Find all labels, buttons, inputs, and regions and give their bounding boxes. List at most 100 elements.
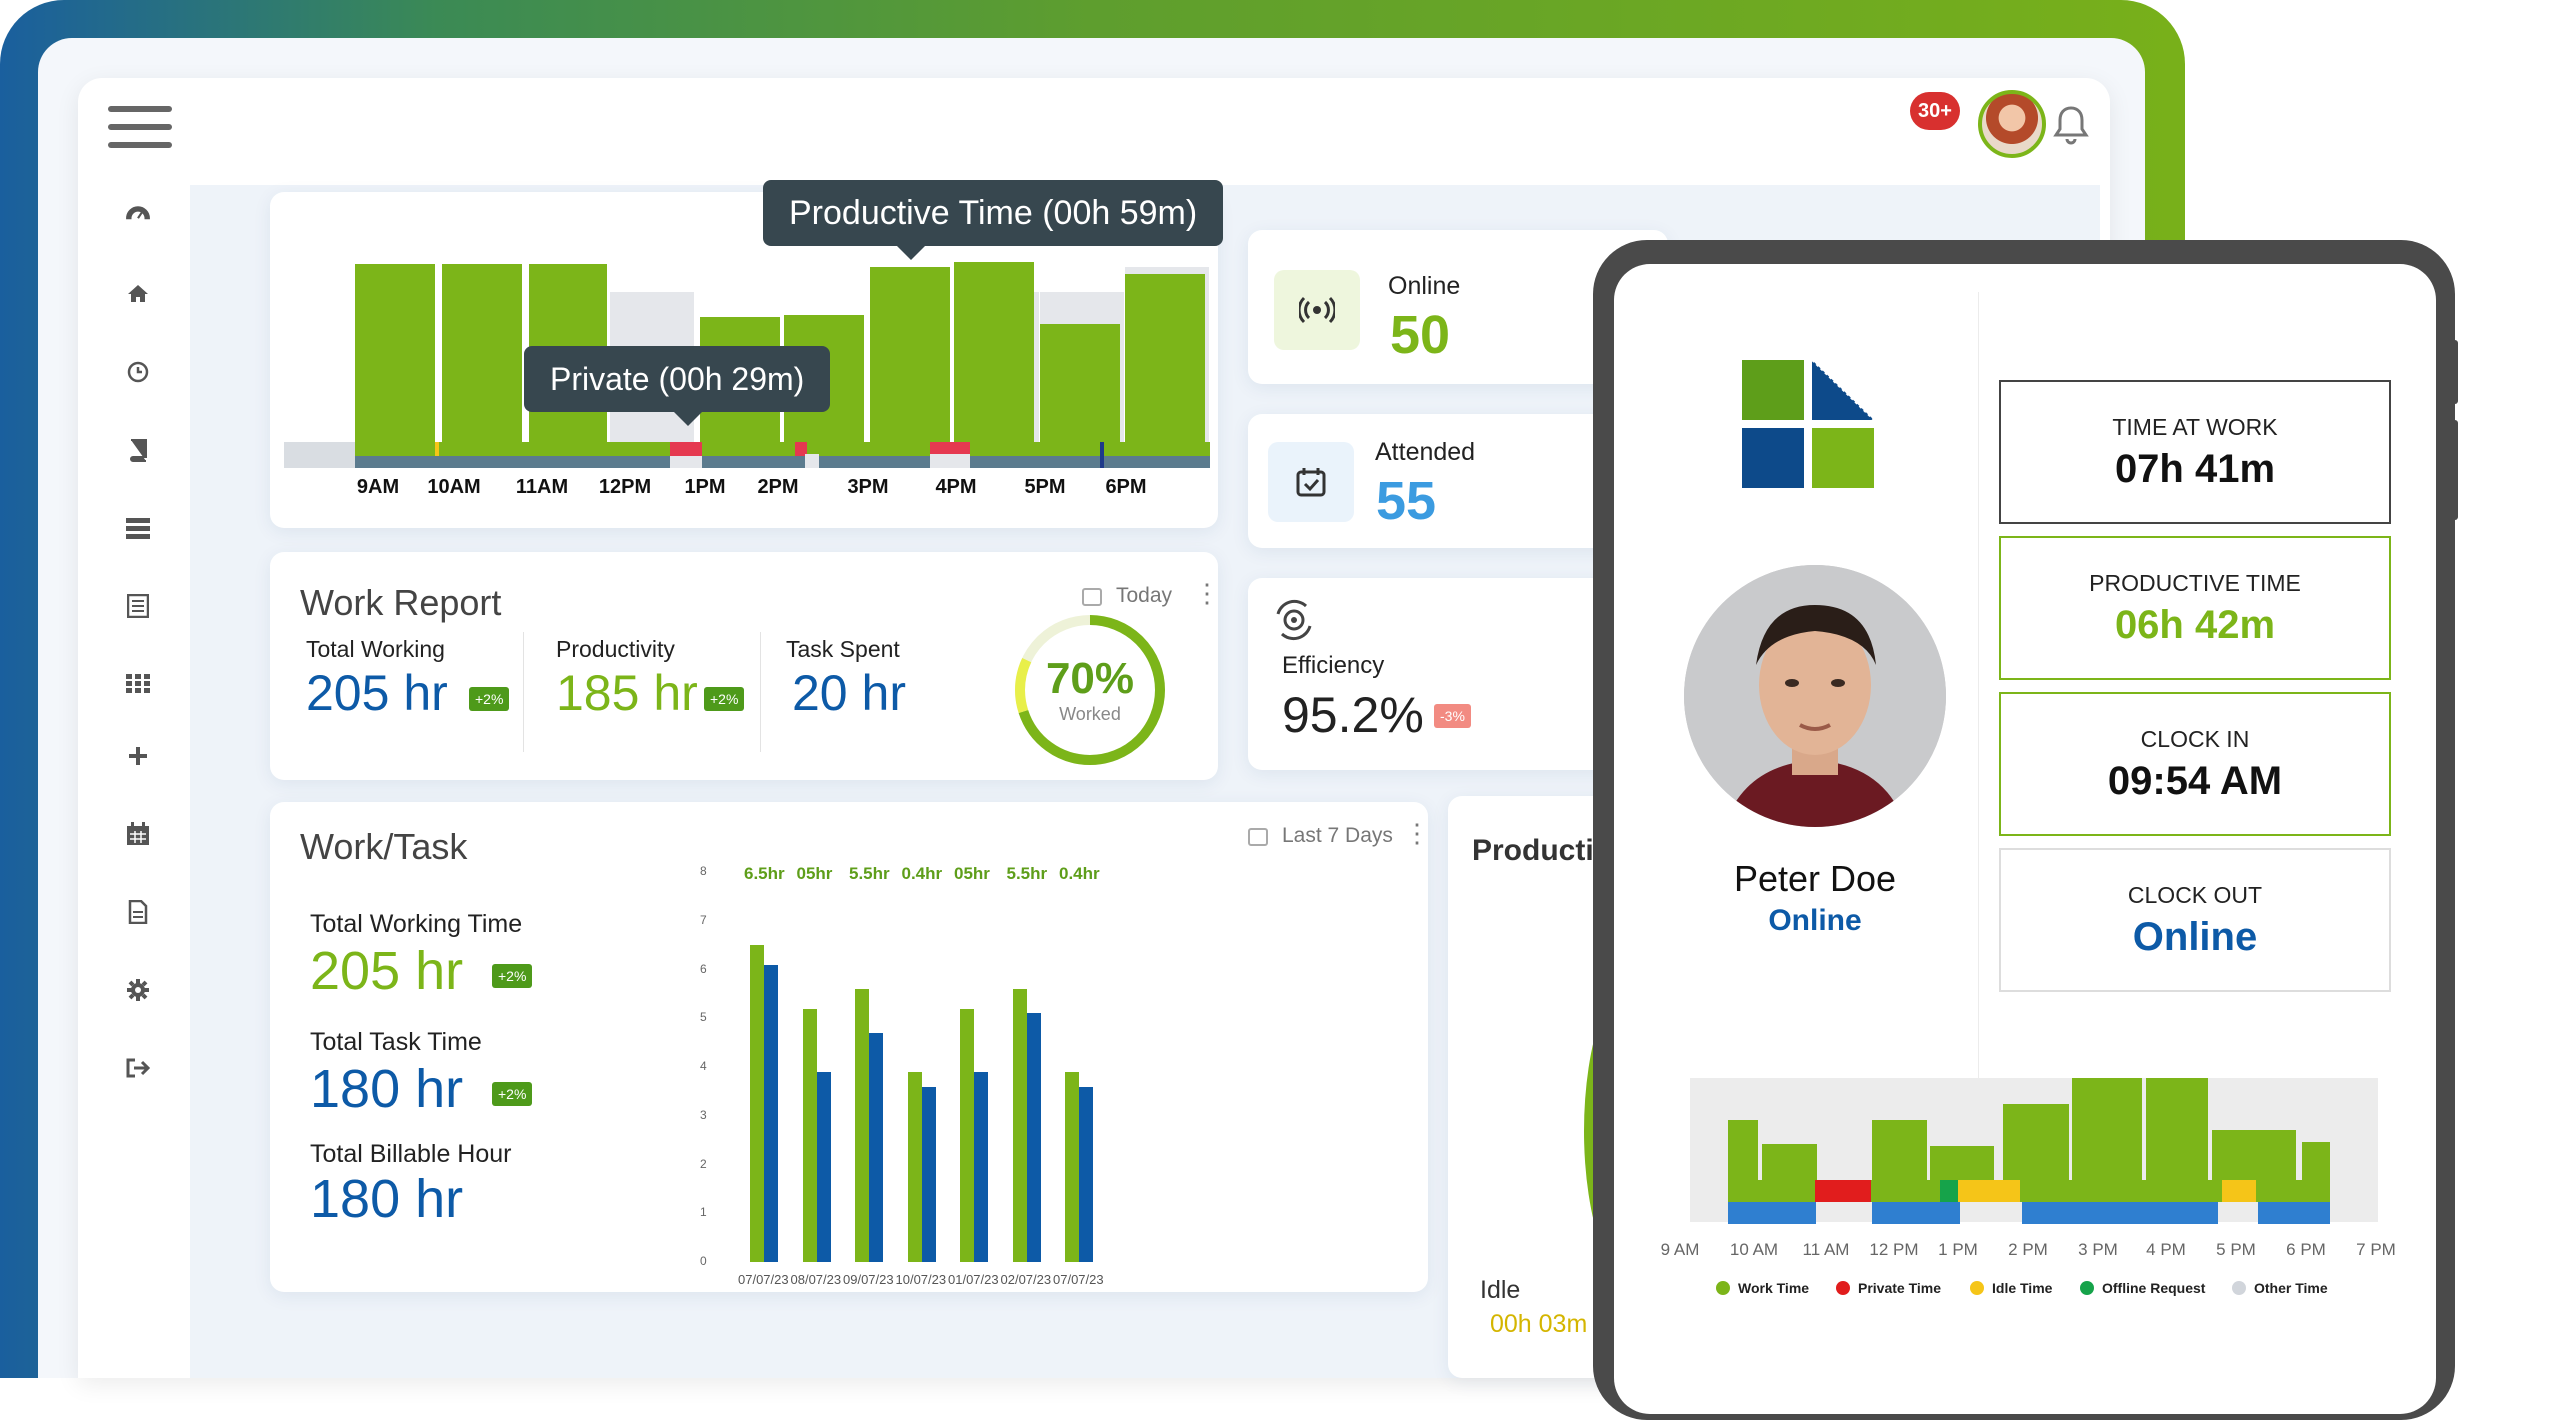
- tooltip-text: Private (00h 29m): [550, 360, 805, 397]
- book-icon[interactable]: [120, 432, 156, 468]
- notification-count-badge[interactable]: 30+: [1910, 92, 1960, 130]
- gear-icon[interactable]: [120, 972, 156, 1008]
- legend-other-time: Other Time: [2232, 1280, 2328, 1296]
- legend-idle-time: Idle Time: [1970, 1280, 2052, 1296]
- gear-arrows-icon: [1270, 596, 1318, 649]
- data-label: 05hr: [954, 864, 990, 883]
- worked-percent: 70%: [1045, 654, 1135, 703]
- total-billable-value: 180 hr: [310, 1169, 464, 1229]
- total-working-value: 205 hr: [306, 665, 448, 721]
- time-at-work-box: TIME AT WORK 07h 41m: [1999, 380, 2391, 524]
- divider: [760, 632, 761, 752]
- bar-series-1: [1065, 1071, 1079, 1262]
- divider: [1978, 292, 1979, 1092]
- data-label: 05hr: [796, 864, 833, 883]
- calendar-icon: [1082, 588, 1102, 606]
- productive-time-tooltip: Productive Time (00h 59m): [763, 180, 1224, 260]
- activity-strip: [1872, 1202, 1960, 1224]
- bar-series-2: [869, 1032, 883, 1262]
- profile-photo: [1684, 565, 1946, 827]
- x-tick: 12 PM: [1869, 1240, 1919, 1259]
- clock-in-label: CLOCK IN: [2140, 726, 2250, 752]
- grid-icon[interactable]: [120, 666, 156, 702]
- divider: [523, 632, 524, 752]
- bar-series-1: [960, 1008, 974, 1262]
- bar-series-1: [1012, 989, 1027, 1262]
- attended-value: 55: [1376, 471, 1437, 531]
- time-at-work-value: 07h 41m: [2114, 447, 2276, 491]
- more-options-icon[interactable]: ⋮: [1194, 578, 1220, 608]
- idle-value: 00h 03m: [1490, 1310, 1588, 1338]
- time-bar: [1762, 1144, 1817, 1182]
- calendar-check-icon: [1268, 442, 1354, 522]
- total-working-change-badge: +2%: [469, 687, 510, 711]
- data-label: 5.5hr: [849, 864, 890, 883]
- dashboard-icon[interactable]: [120, 198, 156, 234]
- activity-strip: [2258, 1202, 2330, 1224]
- work-report-title: Work Report: [300, 582, 502, 623]
- x-tick: 09/07/23: [843, 1272, 894, 1287]
- idle-strip: [1958, 1180, 2020, 1202]
- productivity-label: Productivity: [556, 636, 675, 662]
- time-bar: [954, 262, 1034, 454]
- profile-status: Online: [1768, 904, 1862, 937]
- x-tick: 1PM: [684, 476, 726, 498]
- legend-offline-request: Offline Request: [2080, 1280, 2205, 1296]
- bar-series-1: [750, 945, 764, 1262]
- file-icon[interactable]: [120, 894, 156, 930]
- avatar[interactable]: [1978, 90, 2046, 158]
- attended-label: Attended: [1375, 438, 1476, 466]
- profile-name: Peter Doe: [1733, 858, 1897, 899]
- x-tick: 5 PM: [2216, 1240, 2256, 1259]
- online-label: Online: [1388, 272, 1461, 300]
- x-tick: 2PM: [757, 476, 799, 498]
- time-bar: [355, 264, 435, 454]
- x-tick: 07/07/23: [738, 1272, 789, 1287]
- productivity-value: 185 hr: [556, 665, 698, 721]
- total-working-time-change-badge: +2%: [492, 964, 533, 988]
- bar-series-1: [855, 989, 869, 1262]
- bell-icon[interactable]: [2053, 104, 2089, 146]
- activity-strip: [2022, 1202, 2218, 1224]
- total-task-time-value: 180 hr: [310, 1059, 464, 1119]
- private-strip: [1815, 1180, 1871, 1202]
- logout-icon[interactable]: [120, 1050, 156, 1086]
- work-task-filter[interactable]: Last 7 Days: [1282, 824, 1393, 847]
- clock-out-label: CLOCK OUT: [2127, 882, 2263, 908]
- legend-work-time: Work Time: [1716, 1280, 1809, 1296]
- clock-icon[interactable]: [120, 354, 156, 390]
- activity-strip: [355, 456, 1210, 468]
- efficiency-change-badge: -3%: [1434, 704, 1471, 728]
- x-tick: 4 PM: [2146, 1240, 2186, 1259]
- y-tick: 3: [700, 1107, 707, 1122]
- x-tick: 6 PM: [2286, 1240, 2326, 1259]
- document-icon[interactable]: [120, 588, 156, 624]
- work-report-filter[interactable]: Today: [1116, 584, 1173, 607]
- company-logo: [1742, 359, 1876, 490]
- y-tick: 5: [700, 1010, 707, 1025]
- x-tick: 2 PM: [2008, 1240, 2048, 1259]
- activity-strip: [1728, 1202, 1816, 1224]
- private-strip: [795, 442, 807, 456]
- clock-in-value: 09:54 AM: [2107, 759, 2283, 803]
- bar-series-2: [816, 1071, 831, 1262]
- bar-series-2: [921, 1086, 936, 1262]
- private-strip: [930, 442, 970, 456]
- list-icon[interactable]: [120, 510, 156, 546]
- calendar-icon[interactable]: [120, 816, 156, 852]
- bar-series-2: [1026, 1013, 1041, 1262]
- work-strip: [1728, 1180, 2330, 1202]
- worked-progress-ring: 70% Worked: [1012, 612, 1168, 768]
- more-options-icon[interactable]: ⋮: [1404, 818, 1430, 848]
- home-icon[interactable]: [120, 276, 156, 312]
- data-label: 5.5hr: [1006, 864, 1048, 883]
- x-tick: 10 AM: [1729, 1240, 1779, 1259]
- x-tick: 3 PM: [2078, 1240, 2118, 1259]
- idle-strip: [435, 442, 439, 456]
- menu-icon[interactable]: [108, 106, 172, 152]
- plus-icon[interactable]: [120, 738, 156, 774]
- x-tick: 02/07/23: [1000, 1272, 1052, 1287]
- x-tick: 11 AM: [1802, 1240, 1850, 1259]
- bar-series-2: [1079, 1086, 1093, 1262]
- x-tick: 07/07/23: [1053, 1272, 1104, 1287]
